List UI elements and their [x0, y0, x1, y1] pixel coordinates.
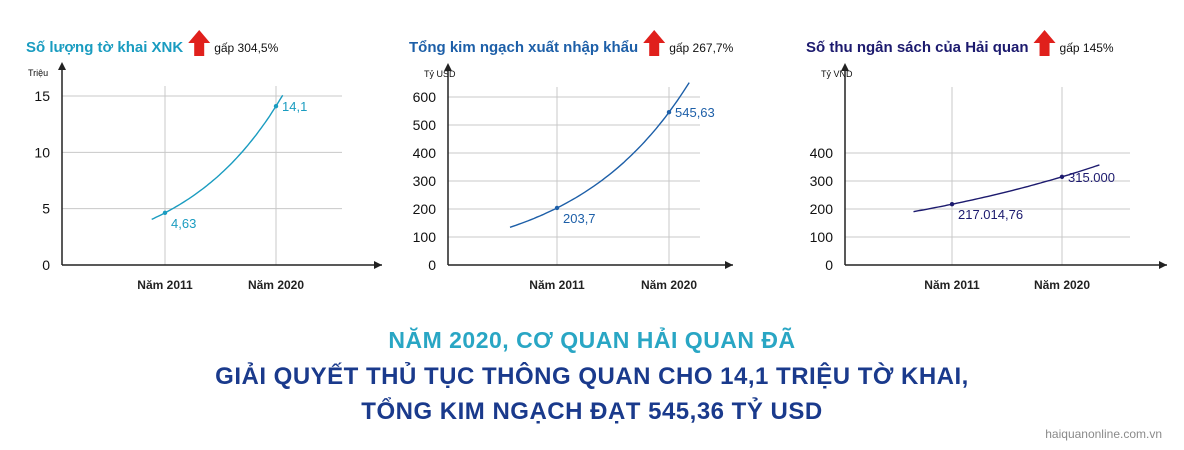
watermark: haiquanonline.com.vn	[1045, 427, 1162, 441]
y-tick-label: 500	[413, 117, 437, 133]
y-tick-label: 0	[825, 257, 833, 273]
y-tick-label: 15	[34, 88, 50, 104]
y-axis-unit: Tỷ VND	[821, 69, 853, 79]
headline-line-1: NĂM 2020, CƠ QUAN HẢI QUAN ĐÃ	[388, 327, 796, 353]
x-axis-arrow-icon	[725, 261, 733, 269]
y-tick-label: 0	[42, 257, 50, 273]
y-tick-label: 200	[413, 201, 437, 217]
x-tick-label: Năm 2011	[924, 278, 980, 292]
y-tick-label: 10	[34, 144, 50, 160]
data-label: 4,63	[171, 216, 196, 231]
x-tick-label: Năm 2020	[1034, 278, 1090, 292]
chart-1: Số lượng tờ khai XNK gấp 304,5% Triệu 0 5 10 1…	[26, 30, 382, 292]
data-point	[162, 210, 168, 216]
up-arrow-icon	[188, 30, 211, 56]
y-tick-label: 100	[413, 229, 437, 245]
data-label: 545,63	[675, 105, 715, 120]
headline-line-2: GIẢI QUYẾT THỦ TỤC THÔNG QUAN CHO 14,1 T…	[215, 363, 969, 390]
data-point	[1059, 174, 1065, 179]
y-tick-label: 100	[810, 229, 834, 245]
x-axis-arrow-icon	[374, 261, 382, 269]
y-tick-label: 600	[413, 89, 437, 105]
data-label: 14,1	[282, 99, 307, 114]
y-axis-arrow-icon	[444, 63, 452, 71]
data-point	[949, 202, 955, 207]
chart-multiplier: gấp 267,7%	[669, 41, 733, 55]
y-axis-unit: Triệu	[28, 68, 48, 78]
data-label: 203,7	[563, 211, 596, 226]
chart-3: Số thu ngân sách của Hải quan gấp 145% Tỷ …	[806, 30, 1167, 292]
chart-title: Số lượng tờ khai XNK	[26, 39, 183, 56]
y-tick-label: 300	[413, 173, 437, 189]
y-tick-label: 400	[413, 145, 437, 161]
y-tick-label: 400	[810, 145, 834, 161]
x-tick-label: Năm 2020	[641, 278, 697, 292]
data-point	[666, 110, 672, 115]
up-arrow-icon	[1033, 30, 1056, 56]
x-tick-label: Năm 2020	[248, 278, 304, 292]
y-tick-label: 0	[428, 257, 436, 273]
x-tick-label: Năm 2011	[529, 278, 585, 292]
y-tick-label: 5	[42, 201, 50, 217]
headline-line-3: TỔNG KIM NGẠCH ĐẠT 545,36 TỶ USD	[361, 398, 823, 425]
series-line	[151, 94, 284, 221]
y-tick-label: 200	[810, 201, 834, 217]
y-axis-arrow-icon	[58, 62, 66, 70]
chart-multiplier: gấp 145%	[1060, 41, 1114, 55]
data-label: 217.014,76	[958, 207, 1023, 222]
y-axis-arrow-icon	[841, 63, 849, 71]
data-point	[554, 205, 560, 211]
chart-title: Số thu ngân sách của Hải quan	[806, 39, 1029, 56]
data-label: 315.000	[1068, 170, 1115, 185]
y-axis-unit: Tỷ USD	[424, 69, 456, 79]
series-line	[913, 164, 1100, 213]
up-arrow-icon	[643, 30, 666, 56]
data-point	[273, 103, 279, 109]
charts-canvas: Số lượng tờ khai XNK gấp 304,5% Triệu 0 5 10 1…	[26, 30, 1167, 292]
y-tick-label: 300	[810, 173, 834, 189]
series-line	[509, 82, 690, 228]
chart-title: Tổng kim ngạch xuất nhập khẩu	[409, 39, 638, 56]
x-tick-label: Năm 2011	[137, 278, 193, 292]
chart-2: Tổng kim ngạch xuất nhập khẩu gấp 267,7% T…	[409, 30, 734, 292]
chart-multiplier: gấp 304,5%	[214, 41, 278, 55]
x-axis-arrow-icon	[1159, 261, 1167, 269]
